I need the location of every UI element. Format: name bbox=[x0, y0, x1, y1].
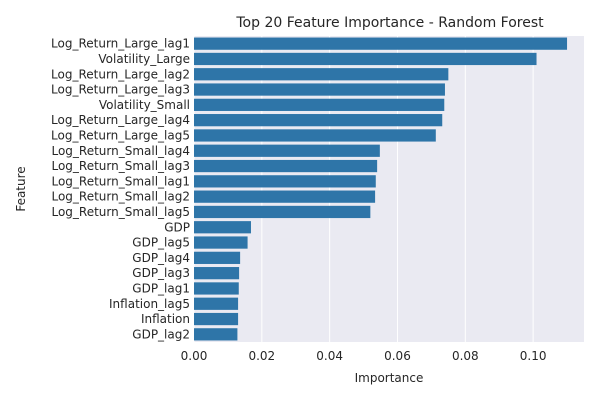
bar bbox=[194, 312, 239, 326]
category-label: GDP_lag3 bbox=[132, 266, 190, 280]
bar bbox=[194, 68, 449, 81]
category-label: Log_Return_Small_lag2 bbox=[51, 190, 190, 204]
bar bbox=[194, 98, 445, 111]
x-axis-label: Importance bbox=[355, 371, 424, 385]
category-labels: Log_Return_Large_lag1Volatility_LargeLog… bbox=[51, 37, 190, 342]
bar bbox=[194, 159, 378, 173]
category-label: Log_Return_Small_lag3 bbox=[51, 159, 190, 173]
x-tick-label: 0.04 bbox=[316, 349, 343, 363]
category-label: Log_Return_Large_lag3 bbox=[51, 83, 190, 97]
chart-title: Top 20 Feature Importance - Random Fores… bbox=[235, 15, 544, 31]
category-label: GDP_lag5 bbox=[132, 236, 190, 250]
category-label: Log_Return_Small_lag1 bbox=[51, 174, 190, 188]
x-tick-label: 0.00 bbox=[181, 349, 208, 363]
bar bbox=[194, 190, 376, 203]
category-label: GDP_lag2 bbox=[132, 327, 190, 341]
category-label: Log_Return_Small_lag4 bbox=[51, 144, 190, 158]
x-tick-label: 0.10 bbox=[520, 349, 547, 363]
y-axis-label: Feature bbox=[14, 166, 28, 211]
bar bbox=[194, 205, 371, 219]
category-label: Volatility_Small bbox=[99, 98, 190, 112]
bar bbox=[194, 328, 238, 341]
category-label: Log_Return_Large_lag5 bbox=[51, 128, 190, 142]
category-label: GDP_lag1 bbox=[132, 281, 190, 295]
plot-area bbox=[194, 36, 584, 342]
category-label: GDP bbox=[164, 220, 190, 234]
bar bbox=[194, 175, 376, 188]
bar bbox=[194, 297, 239, 310]
x-tick-label: 0.02 bbox=[248, 349, 275, 363]
bar bbox=[194, 114, 443, 127]
category-label: Inflation bbox=[141, 312, 190, 326]
bar bbox=[194, 129, 436, 142]
bars bbox=[194, 37, 568, 341]
bar bbox=[194, 83, 445, 96]
category-label: Volatility_Large bbox=[98, 52, 190, 66]
category-label: Log_Return_Large_lag1 bbox=[51, 37, 190, 51]
category-label: Inflation_lag5 bbox=[109, 297, 190, 311]
bar bbox=[194, 251, 241, 264]
x-tick-label: 0.06 bbox=[384, 349, 411, 363]
category-label: Log_Return_Large_lag4 bbox=[51, 113, 190, 127]
x-tick-label: 0.08 bbox=[452, 349, 479, 363]
bar bbox=[194, 52, 537, 66]
bar bbox=[194, 236, 248, 249]
bar bbox=[194, 144, 380, 157]
category-label: Log_Return_Large_lag2 bbox=[51, 67, 190, 81]
bar bbox=[194, 267, 240, 280]
bar bbox=[194, 221, 251, 234]
x-tick-labels: 0.00 0.02 0.04 0.06 0.08 0.10 bbox=[181, 349, 547, 363]
category-label: GDP_lag4 bbox=[132, 251, 190, 265]
bar bbox=[194, 282, 239, 295]
category-label: Log_Return_Small_lag5 bbox=[51, 205, 190, 219]
bar bbox=[194, 37, 568, 50]
